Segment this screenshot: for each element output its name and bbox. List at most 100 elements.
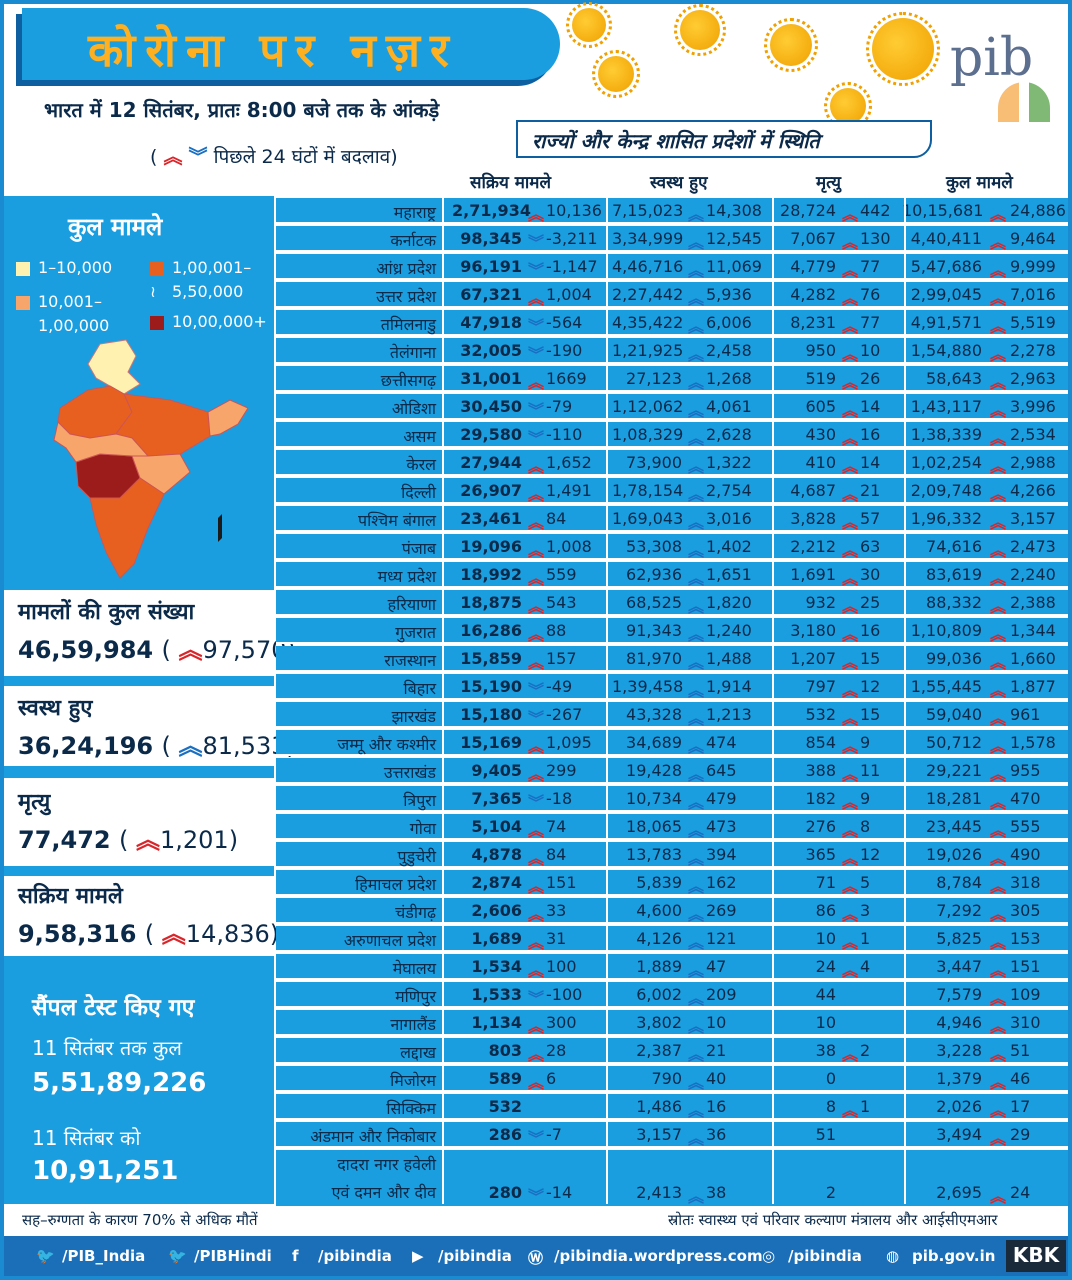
up-arrow-icon: ︽ xyxy=(688,625,705,644)
deaths: 44 xyxy=(815,985,836,1004)
active-cases: 286 xyxy=(488,1125,522,1144)
state-name: बिहार xyxy=(403,679,436,698)
state-name: कर्नाटक xyxy=(390,231,436,250)
recovered-cases: 4,126 xyxy=(636,929,682,948)
active-cases: 26,907 xyxy=(460,481,522,500)
up-arrow-icon: ︽ xyxy=(528,205,545,224)
social-footer xyxy=(4,1236,1068,1276)
col-divider xyxy=(772,170,774,1204)
deaths: 2,212 xyxy=(790,537,836,556)
state-name: केरल xyxy=(406,455,436,474)
up-arrow-icon: ︽ xyxy=(990,821,1007,840)
change-legend: ( ︽ ︾ पिछले 24 घंटों में बदलाव) xyxy=(150,146,398,168)
table-row: उत्तराखंड 9,405 ︽ 299 19,428 ︽ 645 388 ︽ 11 29,221… xyxy=(276,758,1068,784)
deaths: 1,207 xyxy=(790,649,836,668)
up-arrow-icon: ︽ xyxy=(688,373,705,392)
recovered-change: 1,914 xyxy=(706,677,752,696)
deaths-change: 5 xyxy=(860,873,871,892)
up-arrow-icon: ︽ xyxy=(842,401,859,420)
up-arrow-icon: ︽ xyxy=(528,1017,545,1036)
up-arrow-icon: ︽ xyxy=(842,765,859,784)
up-arrow-icon: ︽ xyxy=(688,1017,705,1036)
deaths-change: 1 xyxy=(860,929,871,948)
active-cases: 1,689 xyxy=(471,929,522,948)
deaths-change: 442 xyxy=(860,201,891,220)
deaths-change: 8 xyxy=(860,817,871,836)
up-arrow-icon: ︽ xyxy=(688,485,705,504)
table-row: पश्चिम बंगाल 23,461 ︽ 84 1,69,043 ︽ 3,016 3,828… xyxy=(276,506,1068,532)
social-link[interactable]: pib.gov.in xyxy=(912,1247,996,1265)
active-change: 28 xyxy=(546,1041,567,1060)
active-cases: 29,580 xyxy=(460,425,522,444)
deaths: 410 xyxy=(805,453,836,472)
up-arrow-icon: ︽ xyxy=(842,429,859,448)
total-change: 1,344 xyxy=(1010,621,1056,640)
tests-day-value: 10,91,251 xyxy=(32,1156,179,1186)
total-cases: 1,38,339 xyxy=(910,425,982,444)
up-arrow-icon: ︽ xyxy=(842,261,859,280)
table-row: तमिलनाडु 47,918 ︾ -564 4,35,422 ︽ 6,006 8,231 ︽ 7… xyxy=(276,310,1068,336)
up-arrow-icon: ︽ xyxy=(528,933,545,952)
total-cases: 2,695 xyxy=(936,1183,982,1202)
social-link[interactable]: /pibindia xyxy=(318,1247,392,1265)
up-arrow-icon: ︽ xyxy=(990,989,1007,1008)
recovered-cases: 18,065 xyxy=(626,817,682,836)
social-link[interactable]: /pibindia xyxy=(788,1247,862,1265)
up-arrow-icon: ︽ xyxy=(688,1045,705,1064)
deaths: 950 xyxy=(805,341,836,360)
active-change: -14 xyxy=(546,1183,573,1202)
social-link[interactable]: /PIBHindi xyxy=(194,1247,272,1265)
up-arrow-icon: ︽ xyxy=(842,569,859,588)
social-link[interactable]: /PIB_India xyxy=(62,1247,146,1265)
total-change: 490 xyxy=(1010,845,1041,864)
active-cases: 15,169 xyxy=(460,733,522,752)
table-row: मणिपुर 1,533 ︾ -100 6,002 ︽ 209 44 7,579 ︽ 109 xyxy=(276,982,1068,1008)
deaths: 24 xyxy=(815,957,836,976)
active-cases: 19,096 xyxy=(460,537,522,556)
down-arrow-icon: ︾ xyxy=(528,429,545,448)
total-cases: 3,447 xyxy=(936,957,982,976)
legend-label-4: 10,00,000+ xyxy=(172,312,267,331)
up-arrow-icon: ︽ xyxy=(842,681,859,700)
total-cases: 5,825 xyxy=(936,929,982,948)
up-arrow-icon: ︽ xyxy=(528,569,545,588)
deaths: 605 xyxy=(805,397,836,416)
down-arrow-icon: ︾ xyxy=(528,233,545,252)
active-change: -18 xyxy=(546,789,573,808)
deaths-change: 14 xyxy=(860,453,881,472)
table-row: झारखंड 15,180 ︾ -267 43,328 ︽ 1,213 532 ︽ 15 59,04… xyxy=(276,702,1068,728)
total-cases: 8,784 xyxy=(936,873,982,892)
total-change: 1,877 xyxy=(1010,677,1056,696)
recovered-change: 2,628 xyxy=(706,425,752,444)
up-arrow-icon: ︽ xyxy=(688,541,705,560)
recovered-change: 2,458 xyxy=(706,341,752,360)
deaths-change: 3 xyxy=(860,901,871,920)
up-arrow-icon: ︽ xyxy=(842,849,859,868)
up-arrow-icon: ︽ xyxy=(528,625,545,644)
up-arrow-icon: ︽ xyxy=(163,146,183,168)
up-arrow-icon: ︽ xyxy=(528,1073,545,1092)
up-arrow-icon: ︽ xyxy=(528,457,545,476)
table-row: त्रिपुरा 7,365 ︾ -18 10,734 ︽ 479 182 ︽ 9 18,281 ︽ 4… xyxy=(276,786,1068,812)
globe-icon: ◍ xyxy=(886,1247,900,1265)
deaths-change: 1,201 xyxy=(159,826,229,854)
state-name: गुजरात xyxy=(395,623,436,642)
active-cases: 2,874 xyxy=(471,873,522,892)
subtitle: भारत में 12 सितंबर, प्रातः 8:00 बजे तक क… xyxy=(44,98,440,122)
up-arrow-icon: ︽ xyxy=(688,653,705,672)
total-cases: 5,47,686 xyxy=(910,257,982,276)
active-change: 1,004 xyxy=(546,285,592,304)
table-row: कर्नाटक 98,345 ︾ -3,211 3,34,999 ︽ 12,545 7,067… xyxy=(276,226,1068,252)
social-link[interactable]: /pibindia xyxy=(438,1247,512,1265)
recovered-change: 5,936 xyxy=(706,285,752,304)
total-cases: 1,02,254 xyxy=(910,453,982,472)
state-name: मेघालय xyxy=(392,959,436,978)
recovered-cases: 2,27,442 xyxy=(612,285,684,304)
up-arrow-icon: ︽ xyxy=(990,1101,1007,1120)
total-change: 1,660 xyxy=(1010,649,1056,668)
down-arrow-icon: ︾ xyxy=(188,146,208,168)
down-arrow-icon: ︾ xyxy=(528,793,545,812)
social-link[interactable]: /pibindia.wordpress.com xyxy=(554,1247,763,1265)
active-cases: 67,321 xyxy=(460,285,522,304)
deaths-value-row: 77,472 ( ︽1,201) xyxy=(18,826,239,854)
